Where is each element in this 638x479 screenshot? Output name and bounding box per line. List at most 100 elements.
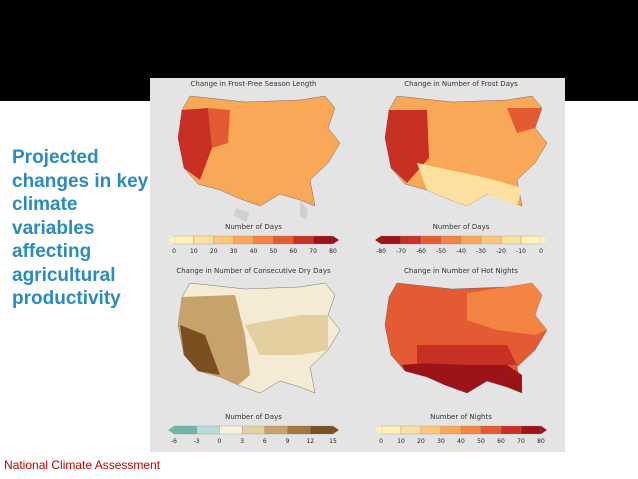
legend-tick-label: 70 (517, 438, 525, 445)
legend-swatch (310, 425, 334, 435)
legend-swatch (400, 235, 422, 245)
legend-tick-label: -50 (436, 248, 446, 255)
legend-arrow-left (168, 426, 174, 434)
legend-tick-label: 3 (240, 438, 245, 445)
legend-swatch (380, 425, 402, 435)
legend-tick-label: 70 (309, 248, 317, 255)
legend-title: Number of Days (225, 413, 282, 421)
legend-swatch (520, 235, 542, 245)
legend-tick-label: -10 (516, 248, 526, 255)
us-map-frost-free (177, 95, 341, 222)
panel-title: Change in Frost-Free Season Length (190, 80, 317, 88)
legend-tick-label: 6 (262, 438, 267, 445)
legend-swatch (264, 425, 288, 435)
legend-arrow-left (375, 236, 381, 244)
legend-swatch (440, 235, 462, 245)
legend-swatch (196, 425, 220, 435)
legend-ticks: 0 10 20 30 40 50 60 70 80 (150, 248, 357, 258)
legend-swatch (173, 425, 197, 435)
legend-ticks: -80 -70 -60 -50 -40 -30 -20 -10 0 (357, 248, 565, 258)
legend-tick-label: 50 (269, 248, 278, 255)
legend-swatch (500, 425, 522, 435)
legend-ticks: 0 10 20 30 40 50 60 70 80 (357, 438, 565, 448)
legend-tick-label: 80 (537, 438, 545, 445)
legend-tick-label: 60 (497, 438, 505, 445)
legend-swatch (233, 235, 254, 245)
legend-tick-label: 30 (229, 248, 238, 255)
legend-swatch (420, 425, 442, 435)
legend-tick-label: 60 (289, 248, 298, 255)
legend-swatch (193, 235, 214, 245)
climate-figure: Change in Frost-Free Season Length Numbe… (150, 78, 565, 452)
panel-frost-free-season: Change in Frost-Free Season Length Numbe… (150, 78, 357, 263)
legend-arrow-right (541, 426, 547, 434)
panel-dry-days: Change in Number of Consecutive Dry Days… (150, 265, 357, 452)
legend-bar (168, 425, 339, 435)
us-map-dry-days (177, 282, 341, 394)
legend-swatch (460, 425, 482, 435)
panel-title: Change in Number of Frost Days (404, 80, 518, 88)
legend-swatch (500, 235, 522, 245)
legend-tick-label: 9 (285, 438, 290, 445)
legend-swatch (480, 235, 502, 245)
legend-tick-label: -70 (396, 248, 406, 255)
legend-title: Number of Days (432, 223, 490, 231)
slide-title: Projected changes in key climate variabl… (12, 147, 149, 309)
legend-tick-label: 40 (249, 248, 258, 255)
legend-tick-label: -60 (416, 248, 426, 255)
us-map-hot-nights (384, 282, 548, 394)
legend-swatch (293, 235, 314, 245)
legend-swatch (440, 425, 462, 435)
legend-tick-label: -80 (376, 248, 386, 255)
legend-tick-label: 0 (217, 438, 222, 445)
legend-tick-label: -6 (171, 438, 177, 445)
legend-swatch (520, 425, 542, 435)
legend-title: Number of Days (225, 223, 282, 231)
legend-arrow-left (375, 426, 381, 434)
legend-swatch (253, 235, 274, 245)
legend-swatch (219, 425, 243, 435)
legend-tick-label: 10 (397, 438, 405, 445)
source-credit: National Climate Assessment (4, 458, 161, 472)
legend-tick-label: 20 (209, 248, 218, 255)
legend-swatch (287, 425, 311, 435)
legend-tick-label: 0 (172, 248, 176, 255)
legend-bar (375, 425, 547, 435)
legend-ticks: -6 -3 0 3 6 9 12 15 (150, 438, 357, 448)
legend-swatch (400, 425, 422, 435)
legend-tick-label: 0 (379, 438, 383, 445)
panel-hot-nights: Change in Number of Hot Nights Number of… (357, 265, 565, 452)
legend-tick-label: 0 (539, 248, 543, 255)
legend-arrow-right (333, 236, 339, 244)
legend-tick-label: 40 (457, 438, 465, 445)
legend-tick-label: -40 (456, 248, 466, 255)
legend-tick-label: -20 (496, 248, 506, 255)
legend-arrow-right (541, 236, 547, 244)
panel-title: Change in Number of Hot Nights (404, 267, 518, 275)
legend-tick-label: 50 (477, 438, 485, 445)
legend-swatch (380, 235, 402, 245)
legend-tick-label: 15 (329, 438, 337, 445)
legend-swatch (173, 235, 195, 245)
legend-bar (168, 235, 339, 245)
legend-bar (375, 235, 547, 245)
legend-tick-label: 30 (437, 438, 445, 445)
legend-tick-label: 80 (329, 248, 337, 255)
legend-title: Number of Nights (430, 413, 492, 421)
legend-swatch (241, 425, 266, 435)
legend-tick-label: -30 (476, 248, 486, 255)
legend-swatch (213, 235, 234, 245)
legend-arrow-right (333, 426, 339, 434)
legend-tick-label: -3 (193, 438, 200, 445)
legend-tick-label: 20 (417, 438, 425, 445)
legend-tick-label: 10 (190, 248, 198, 255)
legend-swatch (480, 425, 502, 435)
panel-frost-days: Change in Number of Frost Days Number of… (357, 78, 565, 263)
legend-swatch (420, 235, 442, 245)
legend-swatch (460, 235, 482, 245)
legend-arrow-left (168, 236, 174, 244)
panel-title: Change in Number of Consecutive Dry Days (176, 267, 331, 275)
legend-tick-label: 12 (306, 438, 315, 445)
us-map-frost-days (384, 95, 548, 207)
legend-swatch (312, 235, 334, 245)
